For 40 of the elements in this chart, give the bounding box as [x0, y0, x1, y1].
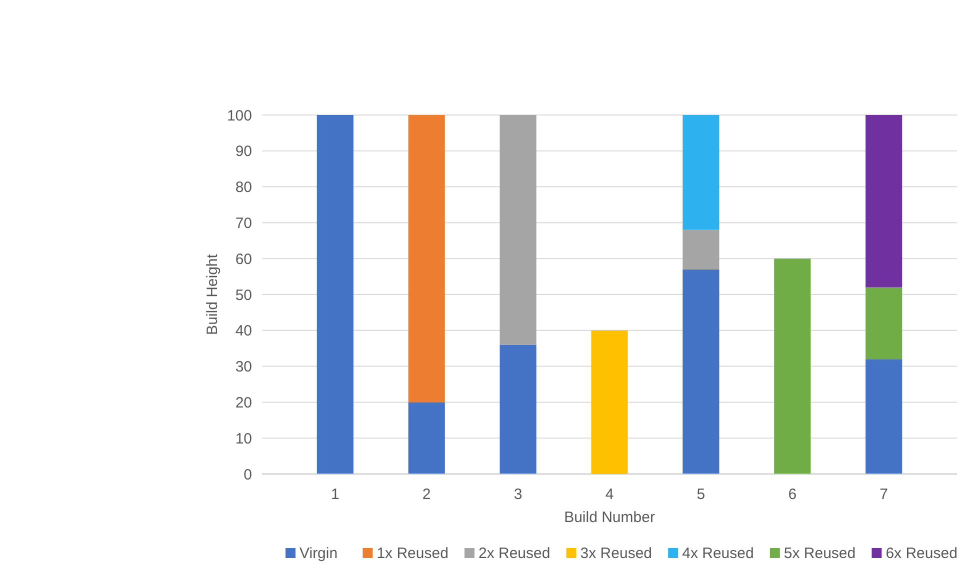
x-tick-label: 5	[696, 486, 706, 503]
y-tick-label: 10	[235, 430, 252, 448]
x-axis-title: Build Number	[564, 509, 655, 526]
bar	[408, 402, 445, 474]
y-tick-label: 20	[235, 394, 252, 412]
bar	[408, 115, 445, 402]
y-axis-title: Build Height	[204, 253, 221, 335]
legend-label: 5x Reused	[784, 545, 856, 562]
legend-label: 3x Reused	[580, 545, 652, 562]
y-tick-label: 60	[235, 250, 252, 268]
y-tick-label: 80	[235, 179, 252, 196]
bar	[500, 115, 536, 345]
legend-label: 2x Reused	[478, 545, 550, 562]
x-tick-label: 6	[788, 486, 797, 503]
bar	[682, 230, 720, 270]
bar	[866, 287, 902, 360]
y-tick-label: 0	[244, 466, 252, 484]
y-tick-label: 70	[235, 214, 252, 232]
legend-label: 4x Reused	[682, 545, 754, 562]
y-tick-label: 100	[226, 107, 252, 124]
bar	[774, 258, 811, 474]
x-tick-label: 7	[880, 486, 888, 503]
legend-label: 1x Reused	[376, 545, 448, 562]
x-tick-label: 3	[514, 486, 522, 503]
x-tick-label: 4	[605, 486, 614, 503]
bar	[500, 344, 536, 474]
legend-label: Virgin	[300, 545, 338, 562]
y-tick-label: 30	[235, 358, 252, 376]
bar	[682, 269, 720, 474]
bar	[682, 115, 720, 230]
bar	[591, 330, 628, 474]
y-tick-label: 50	[235, 286, 252, 304]
y-tick-label: 90	[235, 143, 252, 160]
bar	[866, 115, 902, 288]
x-tick-label: 1	[330, 486, 340, 503]
bar	[866, 359, 902, 474]
y-tick-label: 40	[235, 322, 252, 340]
legend-label: 6x Reused	[886, 545, 958, 562]
x-tick-label: 2	[422, 486, 431, 503]
bar	[316, 115, 354, 474]
